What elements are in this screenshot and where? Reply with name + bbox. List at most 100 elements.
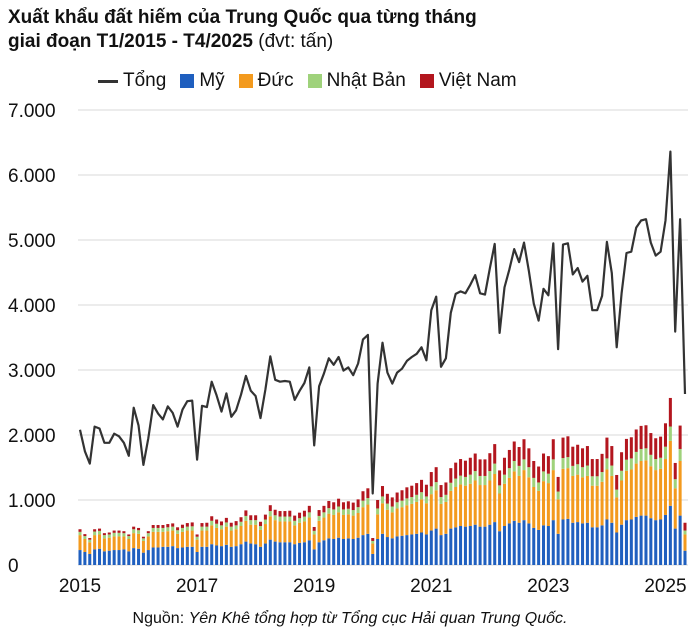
bar-segment-us (254, 544, 258, 565)
bar-segment-us (463, 526, 467, 565)
bar-segment-de (605, 469, 609, 520)
bar-segment-de (532, 487, 536, 528)
bar-segment-jp (293, 520, 297, 526)
bar-segment-us (283, 542, 287, 565)
bar-segment-de (517, 475, 521, 523)
bar-segment-us (659, 519, 663, 565)
bar-segment-us (395, 536, 399, 565)
bar-segment-jp (112, 532, 116, 537)
bar-segment-us (468, 526, 472, 565)
bar-segment-vn (463, 460, 467, 477)
bar-segment-jp (566, 457, 570, 469)
bar-segment-de (449, 490, 453, 529)
bar-segment-de (239, 526, 243, 545)
bar-segment-us (132, 548, 136, 565)
bar-segment-us (88, 553, 92, 565)
bar-segment-de (302, 521, 306, 543)
bar-segment-vn (215, 519, 219, 524)
bar-segment-de (546, 483, 550, 526)
bar-segment-de (351, 515, 355, 539)
bar-segment-us (551, 520, 555, 565)
bar-segment-de (234, 529, 238, 547)
bar-segment-de (654, 470, 658, 521)
bar-segment-jp (424, 496, 428, 504)
bar-segment-jp (356, 507, 360, 513)
bar-segment-vn (190, 522, 194, 527)
y-tick-label: 3.000 (8, 361, 56, 382)
bar-segment-us (429, 530, 433, 565)
bar-segment-vn (117, 530, 121, 533)
bar-segment-vn (502, 457, 506, 475)
bar-segment-de (288, 521, 292, 543)
bar-segment-us (371, 553, 375, 565)
bar-segment-vn (312, 526, 316, 531)
bar-segment-us (595, 527, 599, 565)
bar-segment-jp (268, 511, 272, 517)
bar-segment-vn (517, 447, 521, 466)
bar-segment-vn (288, 510, 292, 517)
y-tick-label: 4.000 (8, 296, 56, 317)
bar-segment-de (151, 531, 155, 548)
bar-segment-us (488, 524, 492, 565)
bar-segment-de (424, 503, 428, 535)
bar-segment-jp (473, 471, 477, 481)
bar-segment-us (434, 528, 438, 565)
bar-segment-us (390, 538, 394, 565)
bar-segment-vn (302, 510, 306, 517)
bar-segment-vn (571, 446, 575, 466)
bar-segment-vn (307, 505, 311, 513)
bar-segment-us (210, 544, 214, 565)
bar-segment-de (166, 531, 170, 547)
bar-segment-de (556, 499, 560, 534)
bar-segment-de (624, 470, 628, 521)
bar-segment-us (78, 550, 82, 565)
bar-segment-us (200, 546, 204, 565)
bar-segment-jp (322, 512, 326, 518)
bar-segment-de (332, 514, 336, 539)
bar-segment-vn (629, 437, 633, 459)
bar-segment-de (527, 477, 531, 524)
bar-segment-us (263, 543, 267, 565)
legend-label-jp: Nhật Bản (326, 70, 406, 91)
bar-segment-vn (600, 453, 604, 473)
bar-segment-vn (137, 527, 141, 531)
bar-segment-vn (102, 533, 106, 536)
bar-segment-us (102, 551, 106, 565)
bar-segment-jp (683, 530, 687, 535)
bar-segment-vn (512, 441, 516, 461)
bar-segment-us (585, 522, 589, 565)
bar-segment-jp (88, 539, 92, 543)
bar-segment-jp (127, 536, 131, 539)
bar-segment-vn (556, 476, 560, 492)
bar-segment-vn (444, 482, 448, 495)
bar-segment-us (600, 525, 604, 565)
bar-segment-vn (185, 523, 189, 527)
bar-segment-us (229, 546, 233, 565)
bar-segment-jp (600, 472, 604, 482)
bar-segment-jp (317, 515, 321, 521)
bar-segment-jp (117, 532, 121, 537)
bar-segment-jp (498, 485, 502, 494)
legend-label-us: Mỹ (199, 70, 225, 91)
bar-segment-de (634, 463, 638, 517)
bar-segment-de (263, 524, 267, 544)
bar-segment-de (400, 507, 404, 536)
bar-segment-vn (78, 529, 82, 532)
bar-segment-vn (532, 461, 536, 478)
bar-segment-us (532, 527, 536, 565)
bar-segment-de (380, 503, 385, 534)
bar-segment-jp (522, 459, 526, 471)
bar-segment-de (171, 530, 175, 547)
bar-segment-jp (93, 531, 97, 536)
bar-segment-vn (166, 524, 170, 528)
bar-segment-jp (122, 533, 126, 537)
bar-segment-us (180, 547, 184, 565)
bar-segment-de (346, 514, 350, 539)
bar-segment-us (341, 539, 345, 565)
legend-swatch-de (238, 74, 253, 88)
bar-segment-us (444, 533, 448, 565)
bar-segment-vn (376, 500, 380, 509)
bar-segment-de (88, 542, 92, 554)
bar-segment-de (439, 503, 443, 536)
bar-segment-us (93, 549, 97, 565)
